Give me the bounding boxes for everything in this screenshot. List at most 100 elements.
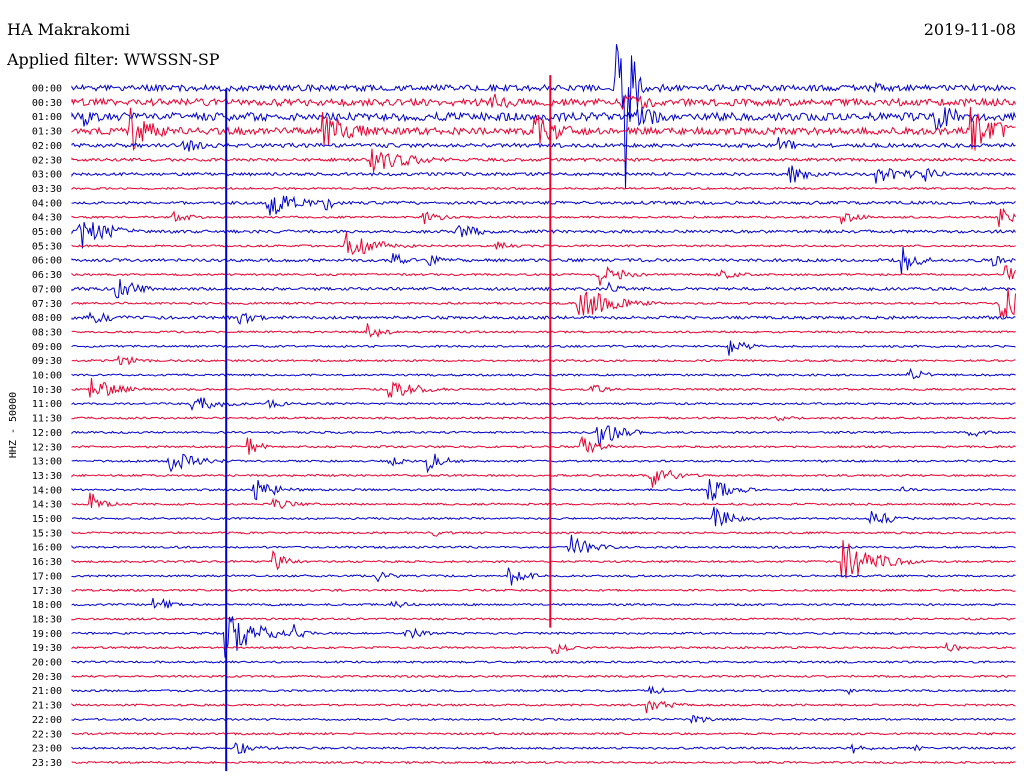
trace-row xyxy=(71,435,1016,455)
trace-row xyxy=(71,107,1016,151)
row-time-label: 04:30 xyxy=(32,213,62,224)
trace-row xyxy=(71,232,1016,256)
trace-row xyxy=(71,207,1016,227)
trace-row xyxy=(71,685,1016,696)
trace-row xyxy=(71,760,1016,765)
row-time-label: 18:30 xyxy=(32,614,62,625)
trace-row xyxy=(71,700,1016,714)
trace-row xyxy=(71,323,1016,338)
filter-label: Applied filter: WWSSN-SP xyxy=(6,50,220,69)
trace-row xyxy=(71,246,1016,275)
row-time-label: 01:00 xyxy=(32,112,62,123)
row-time-label: 03:00 xyxy=(32,170,62,181)
trace-row xyxy=(71,415,1016,422)
row-time-label: 20:30 xyxy=(32,672,62,683)
row-time-label: 13:30 xyxy=(32,471,62,482)
trace-row xyxy=(71,617,1016,621)
row-time-label: 08:00 xyxy=(32,313,62,324)
spike-lines xyxy=(225,75,552,772)
trace-row xyxy=(71,425,1016,447)
trace-row xyxy=(71,567,1016,586)
row-time-label: 18:00 xyxy=(32,600,62,611)
trace-row xyxy=(71,588,1016,592)
trace-row xyxy=(71,355,1016,366)
row-time-label: 12:00 xyxy=(32,428,62,439)
trace-row xyxy=(71,534,1016,554)
station-title: HA Makrakomi xyxy=(7,20,130,39)
trace-row xyxy=(71,377,1016,399)
row-time-label: 09:00 xyxy=(32,342,62,353)
trace-row xyxy=(71,340,1016,356)
trace-row xyxy=(71,107,1016,132)
trace-rows: 00:00 00:30 01:00 01:30 02:00 02:30 03:00 03:30… xyxy=(32,44,1016,769)
trace-row xyxy=(71,186,1016,191)
row-time-label: 19:00 xyxy=(32,629,62,640)
row-time-label: 07:00 xyxy=(32,284,62,295)
trace-row xyxy=(71,742,1016,754)
row-time-label: 14:00 xyxy=(32,485,62,496)
trace-row xyxy=(71,397,1016,412)
row-time-label: 00:00 xyxy=(32,84,62,95)
row-time-label: 12:30 xyxy=(32,442,62,453)
row-time-label: 07:30 xyxy=(32,299,62,310)
row-time-label: 11:30 xyxy=(32,414,62,425)
trace-row xyxy=(71,714,1016,725)
row-time-label: 17:30 xyxy=(32,586,62,597)
row-time-label: 22:00 xyxy=(32,715,62,726)
trace-row xyxy=(71,195,1016,216)
row-time-label: 21:30 xyxy=(32,701,62,712)
row-time-label: 02:00 xyxy=(32,141,62,152)
trace-row xyxy=(71,674,1016,679)
trace-row xyxy=(71,367,1016,380)
trace-row xyxy=(71,165,1016,184)
trace-row xyxy=(71,479,1016,501)
trace-row xyxy=(71,137,1016,152)
trace-row xyxy=(71,278,1016,299)
trace-row xyxy=(71,597,1016,609)
row-time-label: 15:00 xyxy=(32,514,62,525)
row-time-label: 10:00 xyxy=(32,371,62,382)
row-time-label: 05:30 xyxy=(32,241,62,252)
row-time-label: 00:30 xyxy=(32,98,62,109)
row-time-label: 01:30 xyxy=(32,127,62,138)
trace-row xyxy=(71,453,1016,474)
row-time-label: 11:00 xyxy=(32,399,62,410)
row-time-label: 15:30 xyxy=(32,528,62,539)
row-time-label: 14:30 xyxy=(32,500,62,511)
y-axis-label: HHZ - 50000 xyxy=(8,392,19,458)
trace-row xyxy=(71,660,1016,664)
trace-row xyxy=(71,44,1016,189)
row-time-label: 19:30 xyxy=(32,643,62,654)
row-time-label: 21:00 xyxy=(32,686,62,697)
trace-row xyxy=(71,641,1016,655)
trace-row xyxy=(71,506,1016,527)
row-time-label: 05:00 xyxy=(32,227,62,238)
trace-row xyxy=(71,616,1016,658)
row-time-label: 09:30 xyxy=(32,356,62,367)
trace-row xyxy=(71,148,1016,173)
row-time-label: 13:00 xyxy=(32,457,62,468)
row-time-label: 04:00 xyxy=(32,198,62,209)
row-time-label: 23:30 xyxy=(32,758,62,769)
row-time-label: 03:30 xyxy=(32,184,62,195)
trace-row xyxy=(71,265,1016,286)
trace-row xyxy=(71,492,1016,510)
row-time-label: 10:30 xyxy=(32,385,62,396)
row-time-label: 17:00 xyxy=(32,571,62,582)
trace-row xyxy=(71,732,1016,736)
trace-row xyxy=(71,311,1016,325)
trace-row xyxy=(71,288,1016,318)
row-time-label: 20:00 xyxy=(32,658,62,669)
trace-row xyxy=(71,221,1016,249)
row-time-label: 16:00 xyxy=(32,543,62,554)
trace-row xyxy=(71,93,1016,111)
trace-row xyxy=(71,469,1016,488)
row-time-label: 06:00 xyxy=(32,256,62,267)
trace-row xyxy=(71,531,1016,537)
row-time-label: 06:30 xyxy=(32,270,62,281)
row-time-label: 08:30 xyxy=(32,327,62,338)
trace-row xyxy=(71,540,1016,579)
row-time-label: 02:30 xyxy=(32,155,62,166)
row-time-label: 23:00 xyxy=(32,744,62,755)
